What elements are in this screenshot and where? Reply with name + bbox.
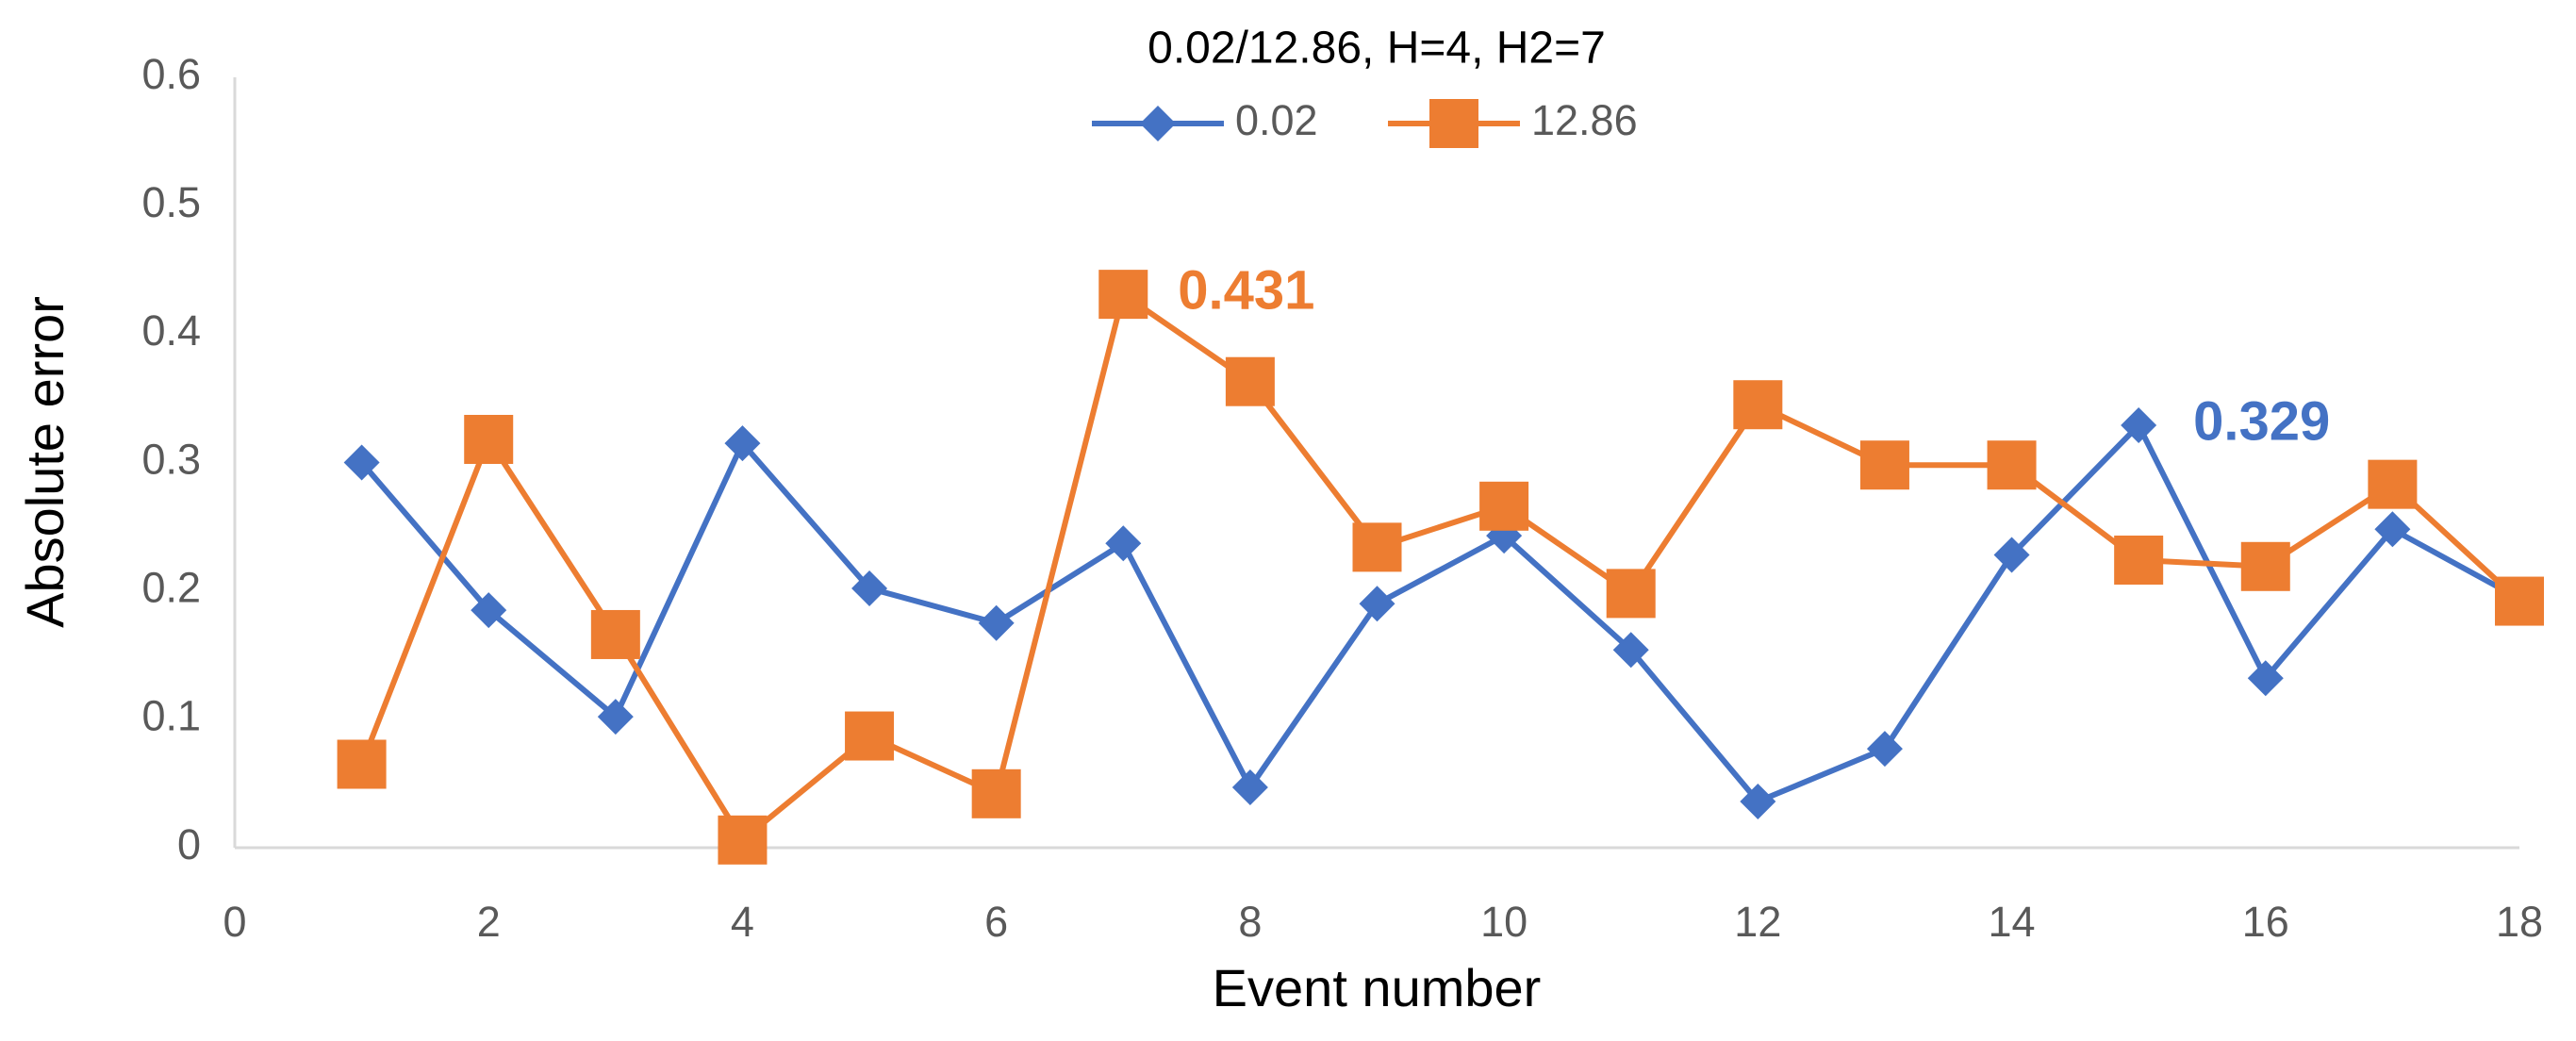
marker (2121, 407, 2157, 444)
marker (2374, 511, 2411, 548)
marker (1612, 632, 1649, 669)
marker (1231, 769, 1268, 806)
x-tick-label: 0 (223, 898, 246, 946)
x-tick-label: 16 (2242, 898, 2289, 946)
x-tick-label: 6 (984, 898, 1008, 946)
marker (1733, 380, 1783, 430)
x-tick-label: 4 (731, 898, 754, 946)
marker (1866, 731, 1903, 768)
marker (718, 815, 768, 865)
y-tick-label: 0.1 (141, 692, 201, 740)
marker (1987, 440, 2037, 490)
x-tick-label: 8 (1238, 898, 1262, 946)
marker (2495, 576, 2544, 626)
marker (2247, 660, 2284, 697)
marker (1479, 481, 1529, 531)
legend-label: 12.86 (1531, 96, 1638, 144)
marker (724, 425, 761, 462)
marker (590, 609, 640, 659)
data-label: 0.329 (2193, 390, 2330, 452)
marker (1098, 270, 1148, 320)
marker (1606, 569, 1656, 619)
x-axis-title: Event number (1213, 958, 1542, 1017)
marker (1359, 586, 1395, 622)
x-tick-label: 12 (1734, 898, 1781, 946)
marker (2114, 535, 2164, 585)
chart-title: 0.02/12.86, H=4, H2=7 (1148, 24, 1606, 74)
marker (1993, 537, 2030, 573)
marker (845, 711, 895, 761)
y-tick-label: 0 (177, 820, 201, 868)
marker (2240, 541, 2290, 591)
y-axis-title: Absolute error (15, 296, 74, 628)
marker (1740, 783, 1776, 819)
marker (1105, 525, 1142, 562)
x-tick-label: 14 (1989, 898, 2036, 946)
legend-marker (1429, 99, 1478, 148)
marker (597, 699, 634, 735)
marker (343, 444, 380, 481)
marker (851, 570, 888, 606)
y-tick-label: 0.5 (141, 178, 201, 226)
marker (1225, 356, 1275, 406)
y-tick-label: 0.3 (141, 435, 201, 483)
marker (978, 604, 1015, 641)
x-tick-label: 10 (1480, 898, 1527, 946)
data-label: 0.431 (1178, 259, 1314, 321)
marker (2368, 459, 2418, 509)
y-tick-label: 0.4 (141, 306, 201, 355)
marker (464, 414, 514, 464)
y-tick-label: 0.6 (141, 50, 201, 98)
x-tick-label: 18 (2496, 898, 2543, 946)
marker (1859, 440, 1909, 490)
marker (971, 768, 1021, 818)
marker (1352, 522, 1402, 572)
legend-marker (1140, 106, 1176, 141)
x-tick-label: 2 (477, 898, 501, 946)
y-tick-label: 0.2 (141, 564, 201, 612)
series-line (359, 422, 2521, 804)
legend-label: 0.02 (1235, 96, 1318, 144)
marker (337, 739, 387, 789)
marker (471, 592, 507, 629)
